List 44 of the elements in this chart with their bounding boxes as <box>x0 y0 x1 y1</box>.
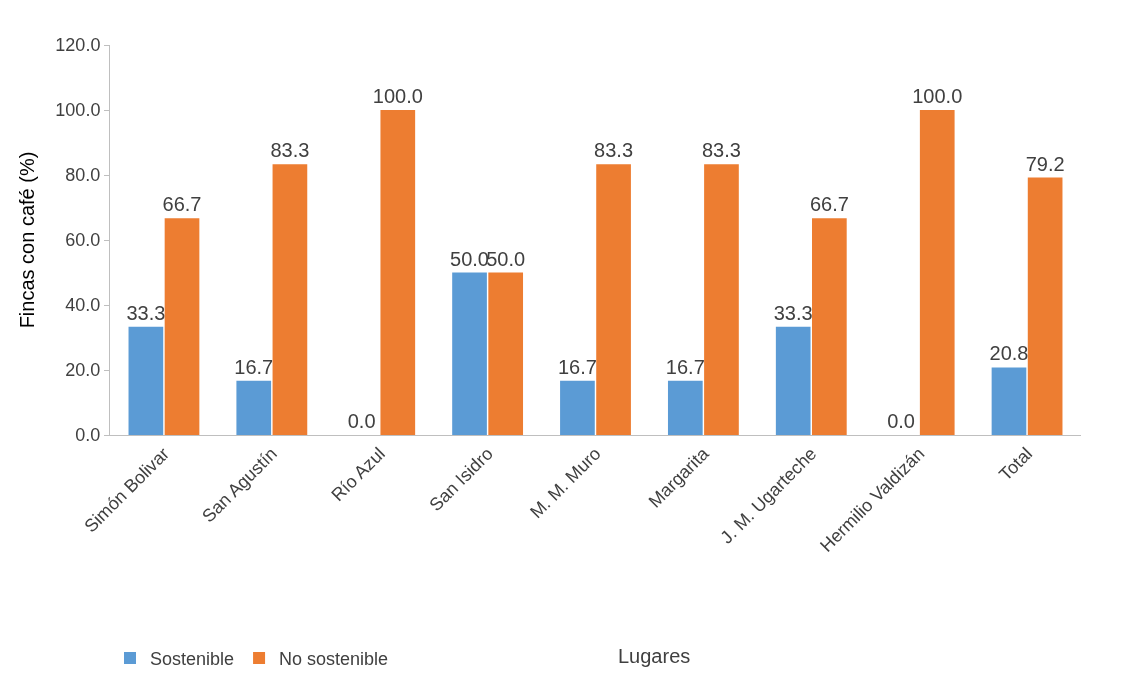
y-tick-label: 0.0 <box>75 425 101 446</box>
bar <box>991 367 1027 435</box>
data-label: 33.3 <box>126 301 166 324</box>
bar <box>380 110 416 435</box>
data-label: 0.0 <box>347 410 376 432</box>
y-tick-label: 20.0 <box>65 360 101 381</box>
data-label: 100.0 <box>372 85 423 107</box>
data-label: 83.3 <box>270 139 310 162</box>
bar <box>667 380 703 435</box>
data-label: 100.0 <box>912 85 963 107</box>
y-axis-title: Fincas con café (%) <box>15 151 38 329</box>
bar <box>1027 177 1063 435</box>
bar <box>775 326 811 435</box>
data-label: 79.2 <box>1025 152 1065 175</box>
bar <box>596 164 631 435</box>
bar <box>812 218 847 435</box>
y-tick-label: 100.0 <box>55 100 101 121</box>
data-label: 50.0 <box>486 247 526 270</box>
data-label: 20.8 <box>989 342 1029 365</box>
data-label: 0.0 <box>887 410 915 432</box>
y-tick-label: 80.0 <box>65 165 101 186</box>
data-label: 16.7 <box>234 355 274 378</box>
bar <box>704 164 739 435</box>
y-tick-label: 60.0 <box>65 230 101 251</box>
data-label: 16.7 <box>557 355 597 378</box>
bar <box>164 218 200 435</box>
bar <box>452 272 487 435</box>
bar <box>272 164 308 435</box>
bar <box>128 326 164 435</box>
bar <box>919 110 955 435</box>
y-tick-label: 40.0 <box>65 295 101 316</box>
bar <box>236 380 272 435</box>
x-axis-title: Lugares <box>618 645 691 667</box>
bar <box>560 380 595 435</box>
data-label: 33.3 <box>773 301 813 324</box>
data-label: 66.7 <box>809 193 849 216</box>
bar <box>488 272 524 435</box>
data-label: 83.3 <box>594 139 634 162</box>
legend-label: No sostenible <box>279 649 389 670</box>
data-label: 66.7 <box>162 193 202 216</box>
data-label: 83.3 <box>701 139 741 162</box>
legend-label: Sostenible <box>150 649 235 670</box>
y-tick-label: 120.0 <box>55 35 101 56</box>
data-label: 16.7 <box>665 355 705 378</box>
